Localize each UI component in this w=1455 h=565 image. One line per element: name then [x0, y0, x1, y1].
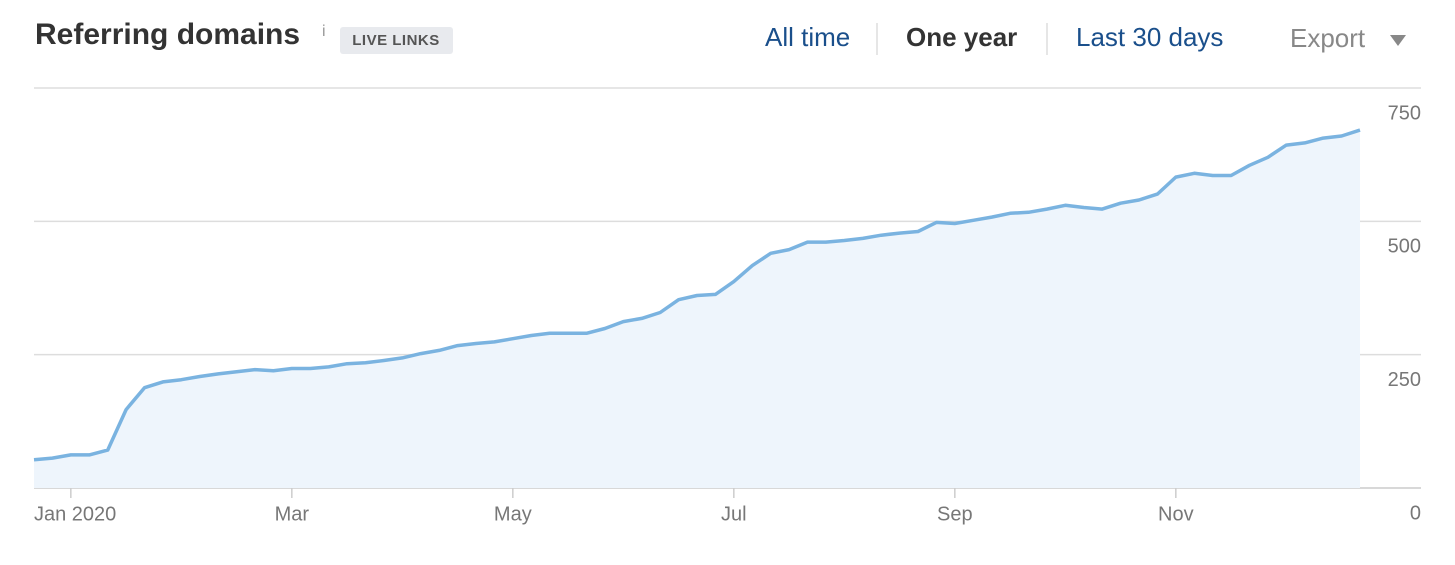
line	[33, 128, 1361, 462]
x-tick-label: Nov	[1158, 503, 1194, 525]
period-button[interactable]: One year	[906, 22, 1017, 52]
x-tick-label: Sep	[937, 503, 973, 525]
y-tick-label: 750	[1388, 102, 1421, 124]
y-tick-label: 0	[1410, 502, 1421, 524]
y-tick-label: 500	[1388, 236, 1421, 258]
period-button[interactable]: All time	[765, 22, 850, 52]
badge: LIVE LINKS	[352, 32, 440, 49]
y-tick-label: 250	[1388, 369, 1421, 391]
info-icon[interactable]: i	[322, 23, 326, 40]
badge-bg	[340, 27, 453, 54]
area	[34, 130, 1360, 488]
x-tick-label: Jan 2020	[34, 503, 116, 525]
x-tick-label: Jul	[721, 503, 747, 525]
period-button[interactable]: Last 30 days	[1076, 22, 1223, 52]
x-tick-label: Mar	[275, 503, 310, 525]
x-tick-label: May	[494, 503, 532, 525]
title: Referring domains	[35, 18, 300, 51]
dropdown-arrow[interactable]	[1390, 35, 1406, 46]
export-button[interactable]: Export	[1290, 23, 1366, 53]
